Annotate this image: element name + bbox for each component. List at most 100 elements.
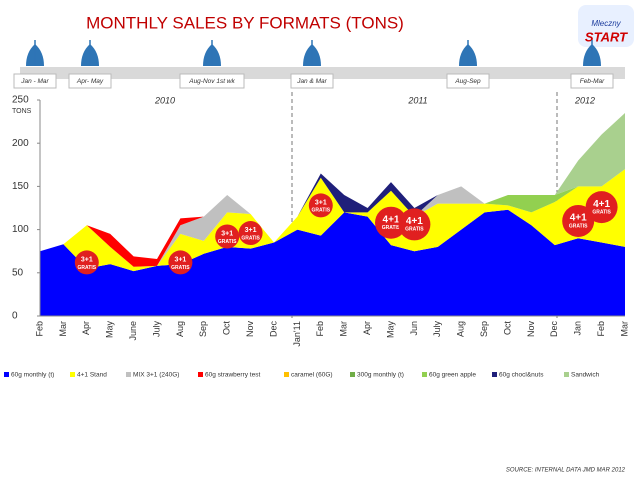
legend-swatch	[284, 372, 289, 377]
x-tick-label: May	[385, 321, 395, 339]
promo-badge	[562, 204, 595, 237]
promo-sub: GRATIS	[382, 225, 401, 231]
period-box	[446, 73, 490, 89]
legend-label: caramel (60G)	[291, 372, 333, 379]
y-axis-label: TONS	[12, 108, 32, 115]
x-tick-label: Oct	[222, 321, 232, 336]
promo-text: 3+1	[245, 227, 257, 234]
area	[40, 169, 625, 259]
x-tick-label: Nov	[245, 321, 255, 338]
x-tick-label: Mar	[619, 321, 629, 337]
plot-area	[40, 112, 625, 316]
promo-badge	[74, 250, 99, 275]
legend-label: Sandwich	[571, 372, 600, 379]
x-tick-label: Apr	[81, 321, 91, 335]
promo-text: 3+1	[174, 256, 186, 263]
promo-badge	[398, 208, 431, 241]
x-tick-label: July	[432, 321, 442, 338]
x-tick-label: Dec	[268, 321, 278, 338]
y-tick-label: 0	[12, 311, 18, 322]
promo-text: 4+1	[406, 216, 423, 227]
period-label: Aug-Sep	[454, 78, 481, 85]
logo: Mleczny START	[578, 5, 634, 47]
legend-label: 4+1 Stand	[77, 372, 107, 379]
x-tick-label: Feb	[34, 321, 44, 337]
promo-text: 4+1	[593, 199, 610, 210]
period-box	[68, 73, 112, 89]
year-label: 2010	[154, 95, 175, 105]
legend-swatch	[350, 372, 355, 377]
area	[40, 209, 625, 316]
promo-text: 3+1	[315, 199, 327, 206]
legend-swatch	[4, 372, 9, 377]
promo-sub: GRATIS	[592, 209, 611, 215]
promo-text: 3+1	[81, 256, 93, 263]
promo-sub: GRATIS	[312, 208, 331, 214]
y-tick-label: 250	[12, 95, 29, 106]
legend-swatch	[70, 372, 75, 377]
x-tick-label: Feb	[596, 321, 606, 337]
year-label: 2011	[407, 95, 427, 105]
promo-text: 4+1	[570, 213, 587, 224]
x-tick-label: July	[151, 321, 161, 338]
y-tick-label: 100	[12, 224, 29, 235]
x-tick-label: Feb	[315, 321, 325, 337]
x-tick-label: Jun	[409, 321, 419, 336]
promo-text: 3+1	[221, 230, 233, 237]
y-tick-label: 200	[12, 138, 29, 149]
x-tick-label: Mar	[339, 321, 349, 337]
x-tick-label: Apr	[362, 321, 372, 335]
promo-sub: GRATIS	[569, 223, 588, 229]
promo-badge	[308, 193, 333, 218]
area	[40, 169, 625, 272]
x-tick-label: Sep	[198, 321, 208, 337]
legend-swatch	[198, 372, 203, 377]
logo-text: Mleczny	[591, 19, 621, 28]
legend-label: 60g monthly (t)	[11, 372, 54, 379]
promo-badge	[238, 221, 263, 246]
promo-sub: GRATIS	[405, 227, 424, 233]
x-tick-label: Nov	[526, 321, 536, 338]
legend-swatch	[422, 372, 427, 377]
promo-sub: GRATIS	[241, 235, 260, 241]
promo-badge	[375, 206, 407, 239]
promo-sub: GRATIS	[218, 239, 237, 245]
legend-label: 300g monthly (t)	[357, 372, 404, 379]
x-tick-label: Mar	[58, 321, 68, 337]
period-box	[290, 73, 334, 89]
logo-badge	[578, 5, 634, 47]
x-tick-label: Aug	[175, 321, 185, 337]
legend-label: 60g strawberry test	[205, 372, 260, 379]
promo-text: 4+1	[383, 214, 400, 225]
period-label: Jan & Mar	[296, 78, 327, 85]
period-label: Jan - Mar	[20, 78, 49, 85]
y-tick-label: 150	[12, 181, 29, 192]
legend-label: 60g green apple	[429, 372, 476, 379]
legend-swatch	[564, 372, 569, 377]
x-tick-label: Jan	[573, 321, 583, 336]
period-label: Aug-Nov 1st wk	[188, 78, 235, 85]
chart-title: MONTHLY SALES BY FORMATS (TONS)	[86, 13, 404, 32]
promo-badge	[215, 224, 240, 249]
source-note: SOURCE: INTERNAL DATA JMD MAR 2012	[506, 468, 626, 474]
x-tick-label: May	[105, 321, 115, 339]
legend-label: 60g chocl&nuts	[499, 372, 544, 379]
period-box	[179, 73, 245, 89]
x-tick-label: Oct	[502, 321, 512, 336]
x-tick-label: Jan'11	[292, 321, 302, 347]
y-tick-label: 50	[12, 267, 24, 278]
period-box	[13, 73, 57, 89]
promo-badge	[168, 250, 193, 275]
legend-swatch	[492, 372, 497, 377]
promo-badge	[585, 191, 618, 224]
legend-swatch	[126, 372, 131, 377]
promo-sub: GRATIS	[171, 265, 190, 271]
logo-text: START	[585, 29, 628, 44]
year-label: 2012	[574, 95, 595, 105]
legend-label: MIX 3+1 (240G)	[133, 372, 179, 379]
period-label: Apr- May	[76, 78, 104, 85]
x-tick-label: June	[128, 321, 138, 341]
x-tick-label: Aug	[456, 321, 466, 337]
period-label: Feb-Mar	[580, 78, 605, 85]
